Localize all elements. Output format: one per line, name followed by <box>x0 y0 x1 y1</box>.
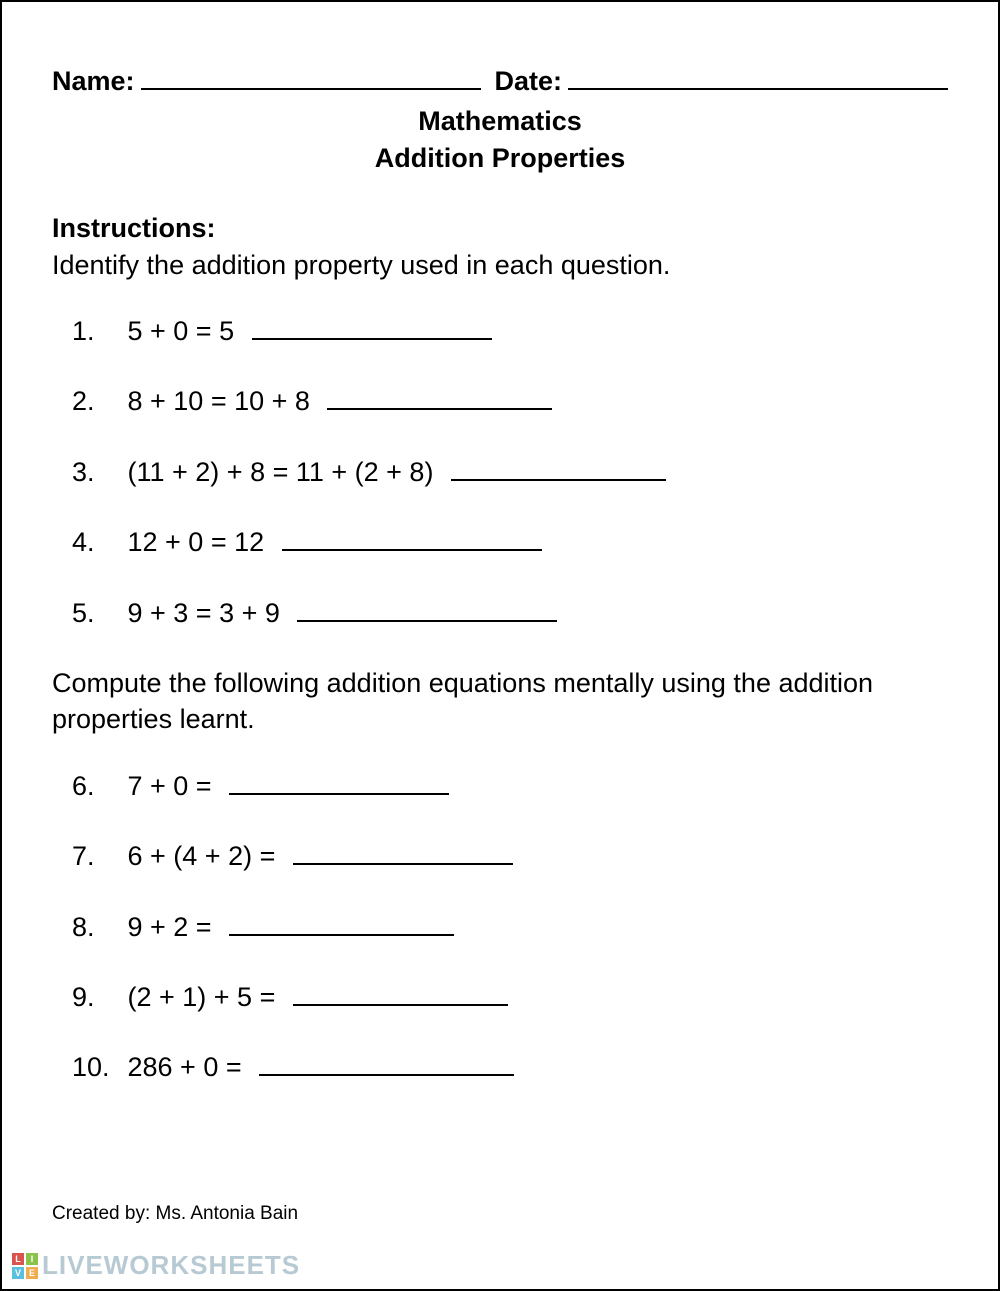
problem-row: 1. 5 + 0 = 5 <box>72 313 948 347</box>
title-line-1: Mathematics <box>52 103 948 139</box>
date-label: Date: <box>495 66 563 97</box>
problem-row: 9. (2 + 1) + 5 = <box>72 979 948 1013</box>
instructions-label: Instructions: <box>52 213 216 243</box>
problem-row: 8. 9 + 2 = <box>72 909 948 943</box>
problem-equation: 9 + 2 = <box>120 911 219 943</box>
watermark-tile: L <box>12 1253 24 1265</box>
problem-row: 10. 286 + 0 = <box>72 1049 948 1083</box>
problem-number: 5. <box>72 597 120 629</box>
liveworksheets-watermark: LIVE LIVEWORKSHEETS <box>12 1250 300 1281</box>
answer-blank[interactable] <box>252 313 492 340</box>
problem-equation: 8 + 10 = 10 + 8 <box>120 385 317 417</box>
answer-blank[interactable] <box>293 838 513 865</box>
problem-number: 4. <box>72 526 120 558</box>
problem-equation: 286 + 0 = <box>120 1051 249 1083</box>
problem-row: 2. 8 + 10 = 10 + 8 <box>72 383 948 417</box>
instructions-text: Identify the addition property used in e… <box>52 250 670 280</box>
problem-row: 4. 12 + 0 = 12 <box>72 524 948 558</box>
problem-row: 6. 7 + 0 = <box>72 768 948 802</box>
watermark-grid-icon: LIVE <box>12 1253 38 1279</box>
answer-blank[interactable] <box>229 768 449 795</box>
problem-equation: 6 + (4 + 2) = <box>120 840 283 872</box>
title-line-2: Addition Properties <box>52 140 948 176</box>
worksheet-page: Name: Date: Mathematics Addition Propert… <box>0 0 1000 1291</box>
footer-credit: Created by: Ms. Antonia Bain <box>52 1203 298 1225</box>
answer-blank[interactable] <box>451 454 666 481</box>
problem-row: 7. 6 + (4 + 2) = <box>72 838 948 872</box>
problem-row: 5. 9 + 3 = 3 + 9 <box>72 595 948 629</box>
problem-equation: 7 + 0 = <box>120 770 219 802</box>
problem-number: 10. <box>72 1051 120 1083</box>
problem-number: 8. <box>72 911 120 943</box>
name-label: Name: <box>52 66 135 97</box>
answer-blank[interactable] <box>229 909 454 936</box>
problem-equation: 9 + 3 = 3 + 9 <box>120 597 287 629</box>
problem-number: 3. <box>72 456 120 488</box>
problem-number: 9. <box>72 981 120 1013</box>
name-blank-line[interactable] <box>141 62 481 90</box>
answer-blank[interactable] <box>282 524 542 551</box>
answer-blank[interactable] <box>259 1049 514 1076</box>
header-row: Name: Date: <box>52 62 948 97</box>
watermark-tile: V <box>12 1267 24 1279</box>
watermark-tile: E <box>26 1267 38 1279</box>
instructions: Instructions: Identify the addition prop… <box>52 210 948 283</box>
answer-blank[interactable] <box>293 979 508 1006</box>
problem-equation: 12 + 0 = 12 <box>120 526 272 558</box>
problem-row: 3. (11 + 2) + 8 = 11 + (2 + 8) <box>72 454 948 488</box>
title-block: Mathematics Addition Properties <box>52 103 948 176</box>
problem-number: 1. <box>72 315 120 347</box>
problem-list-a: 1. 5 + 0 = 5 2. 8 + 10 = 10 + 8 3. (11 +… <box>52 313 948 629</box>
problem-list-b: 6. 7 + 0 = 7. 6 + (4 + 2) = 8. 9 + 2 = 9… <box>52 768 948 1084</box>
problem-equation: 5 + 0 = 5 <box>120 315 242 347</box>
problem-number: 2. <box>72 385 120 417</box>
problem-number: 6. <box>72 770 120 802</box>
watermark-text: LIVEWORKSHEETS <box>42 1250 300 1281</box>
watermark-tile: I <box>26 1253 38 1265</box>
problem-equation: (11 + 2) + 8 = 11 + (2 + 8) <box>120 456 441 488</box>
answer-blank[interactable] <box>327 383 552 410</box>
section-2-text: Compute the following addition equations… <box>52 665 948 738</box>
problem-equation: (2 + 1) + 5 = <box>120 981 283 1013</box>
answer-blank[interactable] <box>297 595 557 622</box>
date-blank-line[interactable] <box>568 62 948 90</box>
problem-number: 7. <box>72 840 120 872</box>
